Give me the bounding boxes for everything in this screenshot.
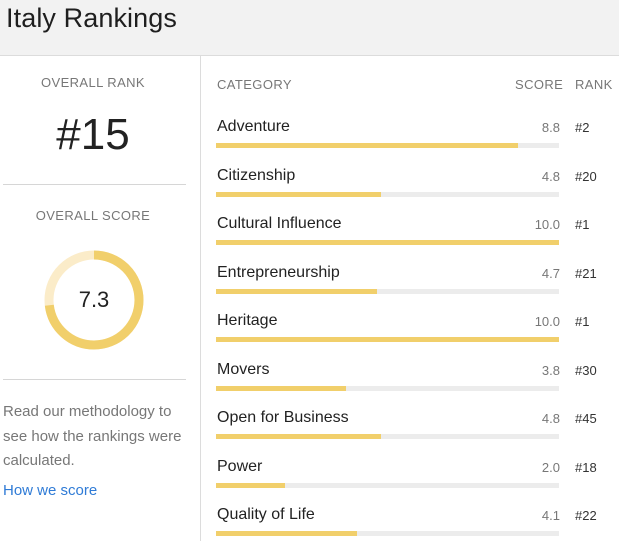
- category-name: Open for Business: [217, 409, 349, 426]
- score-bar-track: [216, 531, 559, 536]
- score-bar-fill: [216, 288, 378, 294]
- category-row: Cultural Influence 10.0 #1: [216, 215, 616, 263]
- category-name: Heritage: [217, 312, 278, 329]
- methodology-text: Read our methodology to see how the rank…: [3, 403, 182, 469]
- score-bar-track: [216, 385, 559, 391]
- category-name: Cultural Influence: [217, 215, 342, 232]
- category-score: 4.8: [541, 168, 560, 184]
- category-rank: #1: [575, 314, 590, 329]
- score-bar-track: [216, 482, 559, 488]
- category-score: 4.7: [541, 265, 560, 281]
- category-score: 2.0: [541, 459, 560, 475]
- score-bar-fill: [216, 143, 518, 148]
- category-score: 8.8: [541, 120, 560, 135]
- category-row: Quality of Life 4.1 #22: [216, 506, 616, 541]
- category-rank: #21: [575, 265, 597, 281]
- score-bar-track: [216, 434, 559, 439]
- category-rank: #18: [575, 459, 597, 475]
- score-bar-track: [216, 240, 559, 245]
- score-ring: [44, 250, 144, 350]
- category-rank: #20: [575, 168, 597, 184]
- score-bar-fill: [216, 434, 381, 439]
- category-row: Open for Business 4.8 #45: [216, 409, 616, 457]
- overall-rank-value: #15: [56, 110, 130, 159]
- score-bar-fill: [216, 191, 381, 197]
- overall-score-value: 7.3: [78, 287, 110, 312]
- divider: [3, 379, 186, 380]
- category-score: 4.8: [541, 411, 560, 426]
- category-rank: #22: [575, 508, 597, 523]
- category-rank: #30: [575, 362, 597, 378]
- score-bar-track: [216, 288, 559, 294]
- column-header-score: SCORE: [515, 77, 564, 92]
- category-row: Heritage 10.0 #1: [216, 312, 616, 360]
- score-bar-fill: [216, 385, 347, 391]
- score-bar-fill: [216, 531, 357, 536]
- how-we-score-link[interactable]: How we score: [3, 482, 98, 499]
- category-rank: #1: [575, 217, 590, 232]
- category-name: Entrepreneurship: [217, 263, 340, 281]
- category-name: Citizenship: [217, 166, 296, 184]
- category-row: Citizenship 4.8 #20: [216, 167, 616, 215]
- category-score: 10.0: [534, 314, 560, 329]
- score-bar-track: [216, 143, 559, 148]
- category-name: Quality of Life: [217, 506, 315, 523]
- category-rank: #45: [575, 411, 597, 426]
- category-score: 3.8: [541, 362, 560, 378]
- score-bar-track: [216, 191, 559, 197]
- overall-score-label: OVERALL SCORE: [35, 208, 151, 223]
- score-ring-fill: [44, 250, 144, 350]
- score-bar-fill: [216, 240, 559, 245]
- category-name: Adventure: [217, 118, 290, 135]
- category-row: Adventure 8.8 #2: [216, 118, 616, 166]
- category-row: Movers 3.8 #30: [216, 361, 616, 409]
- category-name: Movers: [217, 360, 270, 378]
- overall-panel: OVERALL RANK #15 OVERALL SCORE 7.3 Read …: [0, 56, 201, 541]
- category-rank: #2: [575, 120, 590, 135]
- category-row: Entrepreneurship 4.7 #21: [216, 264, 616, 312]
- column-header-category: CATEGORY: [217, 77, 292, 92]
- category-score: 10.0: [534, 217, 560, 232]
- divider: [3, 184, 186, 185]
- overall-rank-label: OVERALL RANK: [40, 75, 146, 90]
- score-bar-fill: [216, 482, 285, 488]
- category-row: Power 2.0 #18: [216, 458, 616, 506]
- page-title: Italy Rankings: [6, 3, 177, 33]
- page-header: Italy Rankings: [0, 0, 619, 56]
- category-name: Power: [217, 457, 263, 475]
- score-bar-track: [216, 337, 559, 342]
- category-score: 4.1: [541, 508, 560, 523]
- score-bar-fill: [216, 337, 559, 342]
- column-header-rank: RANK: [575, 77, 613, 92]
